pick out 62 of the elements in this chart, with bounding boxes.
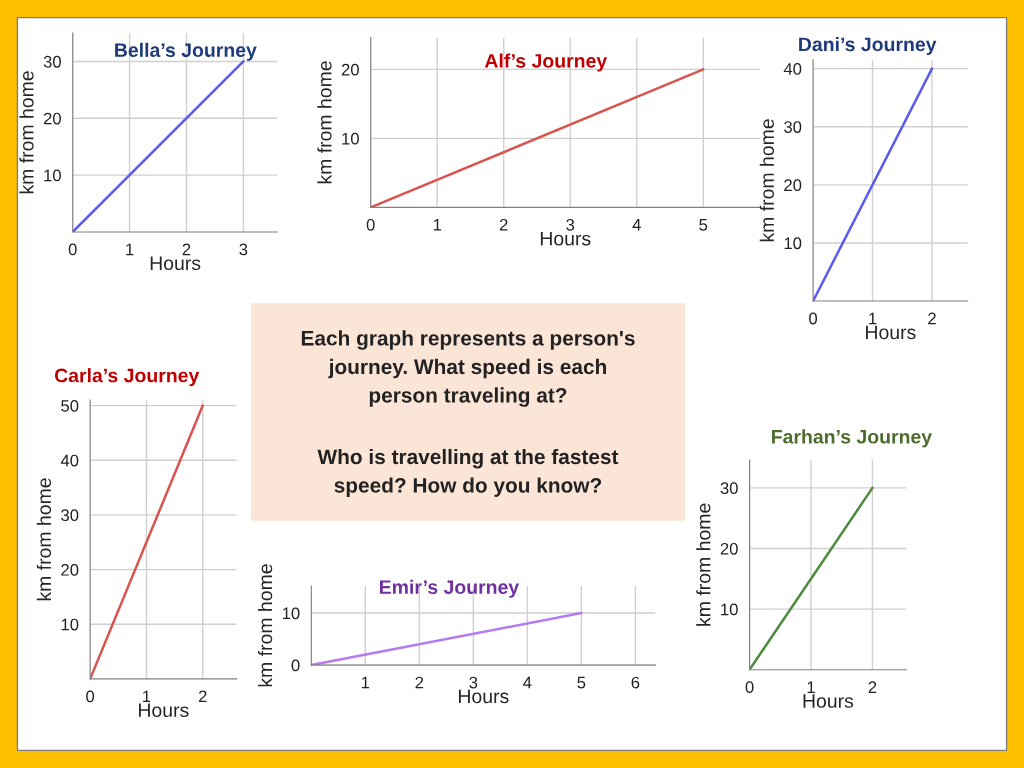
y-tick-label: 40 (783, 63, 802, 75)
y-tick-label: 20 (341, 63, 359, 76)
x-tick-label: 1 (869, 312, 877, 325)
x-tick-label: 6 (631, 676, 640, 689)
y-axis-title: km from home (36, 478, 52, 601)
x-axis-title: Hours (803, 694, 854, 708)
text: Each graph represents a person's journey. What speed is each person traveling at? (301, 330, 635, 407)
x-tick-label: 0 (86, 690, 95, 703)
y-axis-title: km from home (19, 71, 34, 194)
x-tick-label: 5 (577, 676, 586, 689)
chart-title: Dani’s Journey (799, 36, 937, 56)
x-tick-label: 1 (433, 219, 442, 231)
x-tick-label: 2 (415, 676, 424, 689)
y-tick-label: 20 (61, 563, 79, 576)
y-tick-label: 10 (784, 237, 802, 250)
chart-title: Bella’s Journey (115, 42, 257, 61)
y-tick-label: 20 (784, 179, 802, 192)
y-axis-title: km from home (257, 564, 273, 687)
chart-title: Farhan’s Journey (772, 429, 932, 448)
y-tick-label: 20 (43, 112, 61, 125)
y-tick-label: 10 (282, 607, 300, 620)
y-tick-label: 30 (61, 509, 79, 522)
x-tick-label: 0 (809, 312, 818, 325)
x-tick-label: 1 (361, 676, 370, 689)
y-axis-title: km from home (696, 503, 711, 626)
x-tick-label: 1 (143, 690, 151, 703)
chart-title: Carla’s Journey (54, 368, 200, 387)
y-tick-label: 10 (44, 169, 61, 182)
x-tick-label: 4 (523, 676, 532, 689)
x-tick-label: 2 (499, 218, 508, 231)
x-tick-label: 1 (126, 243, 134, 256)
text: Who is travelling at the fastest speed? How do you know? (317, 448, 619, 497)
y-tick-label: 30 (784, 121, 802, 133)
x-tick-label: 4 (632, 219, 641, 231)
x-axis-title: Hours (138, 703, 189, 718)
y-tick-label: 20 (720, 542, 738, 555)
x-tick-label: 0 (366, 218, 375, 231)
y-axis-title: km from home (317, 61, 332, 184)
y-tick-label: 10 (721, 603, 738, 616)
x-tick-label: 3 (469, 676, 478, 689)
x-tick-label: 0 (745, 681, 754, 694)
x-axis-title: Hours (458, 689, 509, 704)
x-tick-label: 2 (868, 681, 877, 693)
chart-title: Emir’s Journey (379, 579, 520, 598)
x-axis-title: Hours (866, 325, 916, 340)
y-tick-label: 40 (60, 454, 79, 467)
x-tick-label: 5 (699, 219, 708, 231)
x-tick-label: 3 (566, 218, 575, 231)
y-tick-label: 30 (43, 55, 61, 68)
x-tick-label: 2 (198, 690, 207, 703)
y-tick-label: 10 (61, 618, 79, 631)
y-tick-label: 10 (342, 132, 359, 145)
x-tick-label: 3 (239, 243, 248, 256)
y-tick-label: 50 (61, 400, 79, 412)
x-tick-label: 1 (807, 681, 815, 693)
x-tick-label: 2 (182, 243, 191, 256)
y-axis-title: km from home (759, 119, 775, 242)
x-axis-title: Hours (150, 256, 201, 271)
x-axis-title: Hours (540, 231, 591, 246)
y-tick-label: 30 (720, 482, 738, 495)
x-tick-label: 2 (928, 312, 936, 325)
text: Alf’s Journey (484, 53, 608, 72)
